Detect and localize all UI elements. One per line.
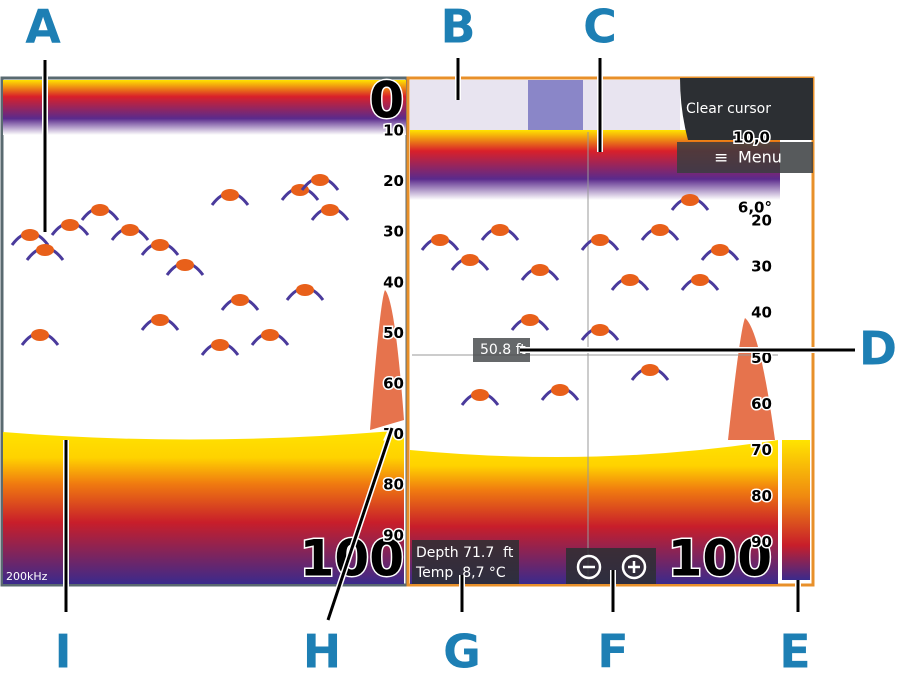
fish-blob (61, 219, 79, 231)
menu-button[interactable] (677, 142, 813, 173)
clear-cursor-button[interactable] (680, 78, 813, 140)
fish-blob (711, 244, 729, 256)
top-reading: 10,0 (733, 129, 770, 147)
zoom-in[interactable] (621, 554, 647, 580)
callout-letter: C (583, 0, 617, 54)
fish-echoes (10, 174, 740, 406)
temp-readout: Temp 8,7 °C (415, 565, 506, 581)
fish-blob (621, 274, 639, 286)
callout-letter: D (859, 322, 897, 376)
right-depth-label: 90 (751, 533, 772, 551)
fish-blob (521, 314, 539, 326)
clear-cursor-label[interactable]: Clear cursor (686, 101, 771, 117)
right-sonar (406, 76, 815, 587)
fish-blob (531, 264, 549, 276)
cursor-depth: 50.8 ft (480, 342, 526, 358)
callout-letter: F (597, 625, 628, 679)
callout-letter: G (443, 625, 481, 679)
callout-letter: A (25, 0, 61, 54)
fish-blob (151, 314, 169, 326)
right-depth-label: 80 (751, 487, 772, 505)
frequency: 200kHz (6, 570, 48, 583)
fish-blob (681, 194, 699, 206)
menu-label[interactable]: Menu (738, 148, 782, 167)
fish-blob (211, 339, 229, 351)
left-depth-label: 80 (383, 476, 404, 494)
left-depth-label: 20 (383, 172, 404, 190)
fish-blob (491, 224, 509, 236)
fish-blob (551, 384, 569, 396)
fish-blob (321, 204, 339, 216)
left-depth-label: 50 (383, 324, 404, 342)
fish-blob (461, 254, 479, 266)
fish-blob (431, 234, 449, 246)
left-depth-label: 40 (383, 273, 404, 291)
left-depth-label: 30 (383, 223, 404, 241)
fish-blob (261, 329, 279, 341)
fish-blob (91, 204, 109, 216)
labels: 0 100 200kHz 10,0 6,0° 100 Clear cursor … (6, 70, 782, 589)
callout-letter: E (779, 625, 810, 679)
fish-blob (311, 174, 329, 186)
fish-blob (31, 329, 49, 341)
fish-blob (591, 324, 609, 336)
fish-blob (221, 189, 239, 201)
fish-blob (591, 234, 609, 246)
right-depth-label: 30 (751, 257, 772, 275)
left-depth-label: 90 (383, 526, 404, 544)
right-depth-label: 20 (751, 212, 772, 230)
fish-blob (471, 389, 489, 401)
right-depth-label: 40 (751, 303, 772, 321)
right-depth-label: 70 (751, 441, 772, 459)
callout-letter: B (440, 0, 475, 54)
fish-blob (21, 229, 39, 241)
callout-letter: I (54, 625, 71, 679)
fish-blob (691, 274, 709, 286)
right-depth-label: 60 (751, 395, 772, 413)
menu-icon: ≡ (714, 148, 728, 168)
callouts: A B C D E F G H I (25, 0, 897, 679)
fish-blob (651, 224, 669, 236)
fish-blob (296, 284, 314, 296)
left-depth-label: 10 (383, 122, 404, 140)
fish-blob (36, 244, 54, 256)
callout-lines (42, 58, 855, 621)
zoom-out[interactable] (576, 554, 602, 580)
right-range: 100 (668, 530, 772, 588)
fish-blob (121, 224, 139, 236)
left-top-depth: 0 (369, 72, 404, 130)
callout-letter: H (303, 625, 342, 679)
temperature-reading: 6,0° (738, 199, 772, 217)
depth-readout: Depth 71.7 ft (416, 545, 514, 561)
callout-line (326, 427, 394, 621)
fish-blob (231, 294, 249, 306)
left-depth-label: 60 (383, 375, 404, 393)
fish-blob (176, 259, 194, 271)
left-sonar (0, 76, 409, 587)
fish-blob (641, 364, 659, 376)
fish-blob (151, 239, 169, 251)
